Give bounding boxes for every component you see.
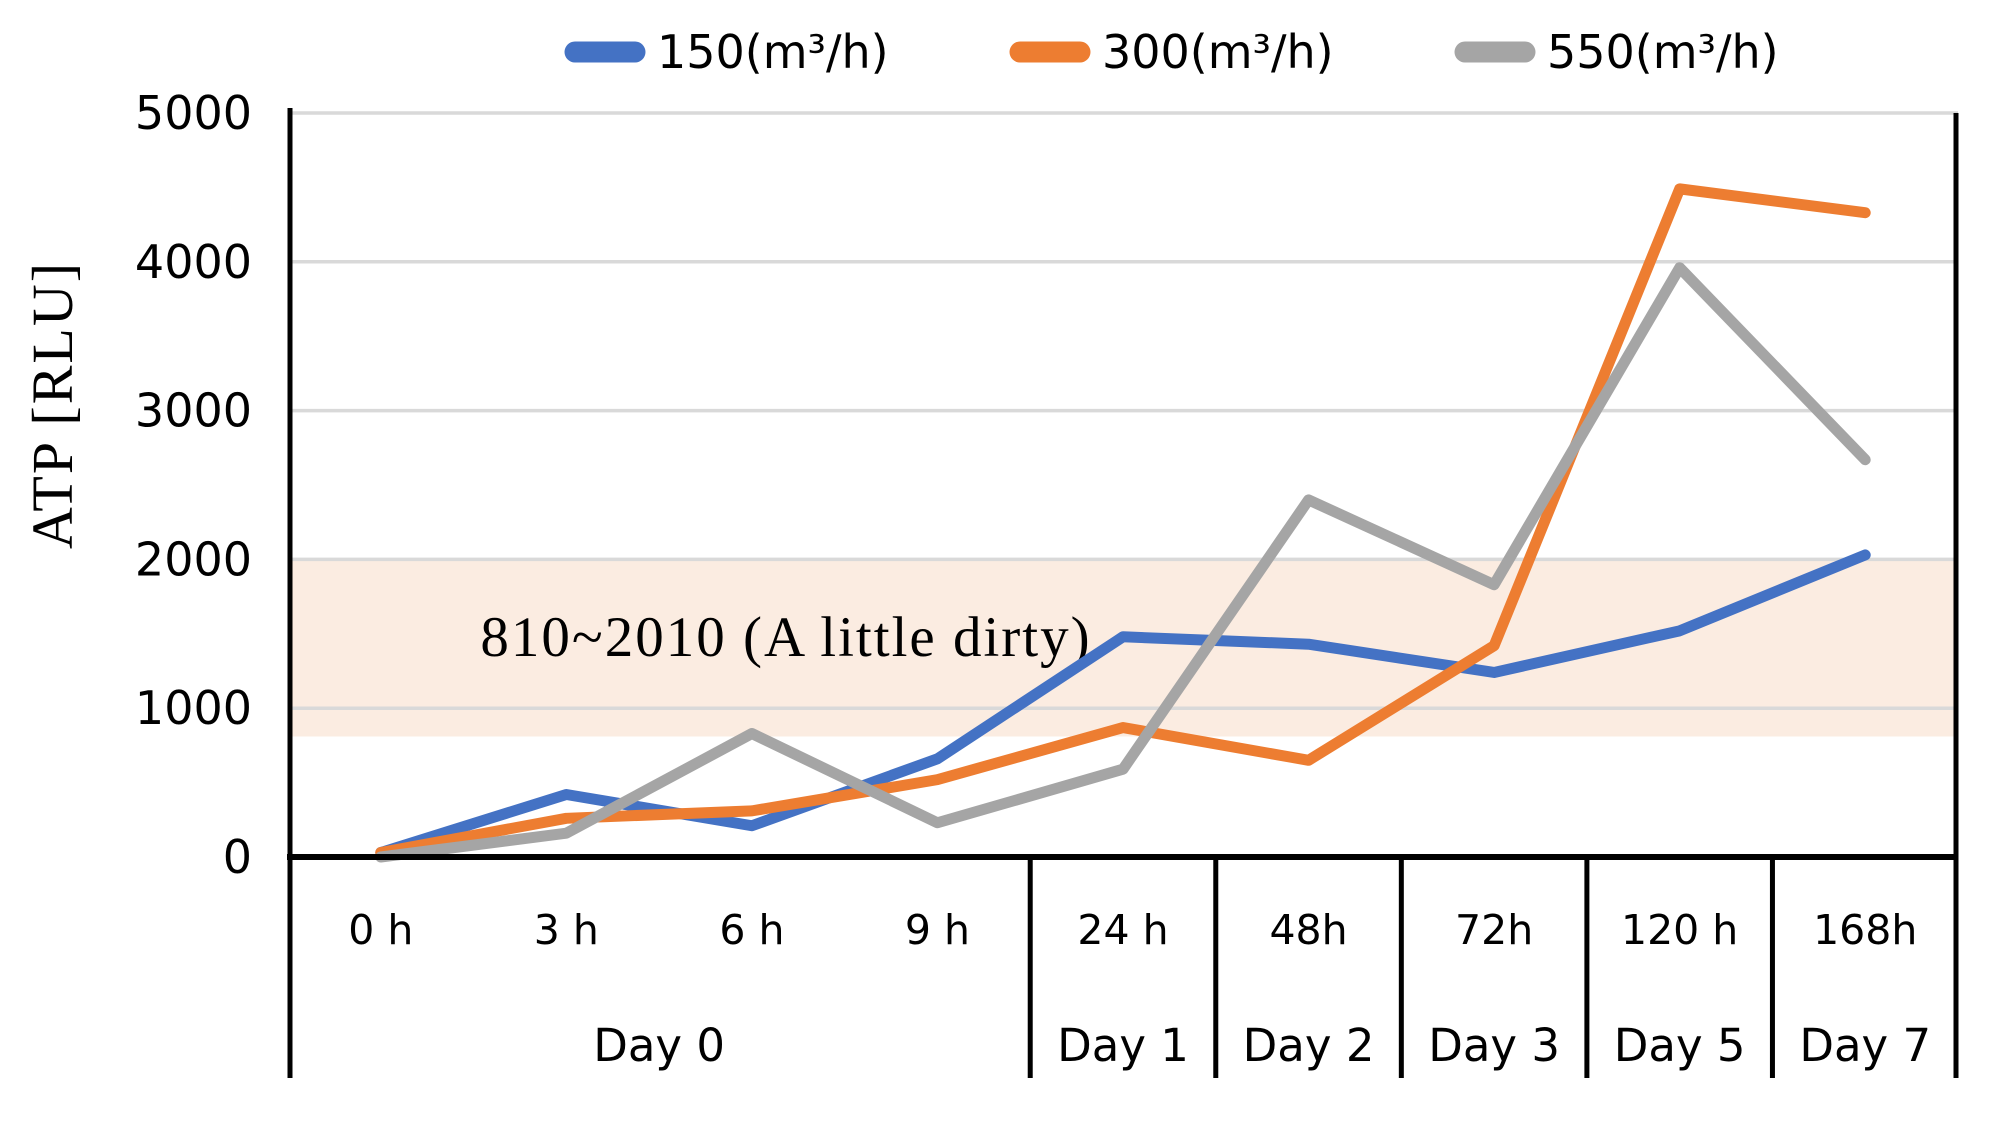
- x-tick-label-7: 72h: [1455, 906, 1533, 954]
- series-line-550: [375, 262, 1871, 863]
- y-tick-label-3000: 3000: [135, 384, 252, 438]
- series-line-300: [375, 183, 1871, 859]
- day-group-label-4: Day 5: [1614, 1019, 1746, 1072]
- x-tick-label-2: 3 h: [534, 906, 599, 954]
- x-tick-label-6: 48h: [1269, 906, 1347, 954]
- day-group-label-5: Day 7: [1799, 1019, 1931, 1072]
- day-group-label-3: Day 3: [1428, 1019, 1560, 1072]
- x-tick-label-5: 24 h: [1077, 906, 1168, 954]
- x-tick-label-4: 9 h: [905, 906, 970, 954]
- legend-label-550: 550(m³/h): [1547, 25, 1779, 79]
- y-tick-label-0: 0: [223, 830, 252, 884]
- day-group-label-2: Day 2: [1243, 1019, 1375, 1072]
- band-annotation-label: 810~2010 (A little dirty): [480, 606, 1091, 669]
- y-tick-label-4000: 4000: [135, 235, 252, 289]
- x-tick-label-1: 0 h: [348, 906, 413, 954]
- legend-label-150: 150(m³/h): [657, 25, 889, 79]
- day-group-label-1: Day 1: [1057, 1019, 1189, 1072]
- legend-label-300: 300(m³/h): [1102, 25, 1334, 79]
- x-tick-label-9: 168h: [1813, 906, 1917, 954]
- y-tick-label-5000: 5000: [135, 86, 252, 140]
- y-tick-label-2000: 2000: [135, 532, 252, 586]
- x-tick-label-8: 120 h: [1621, 906, 1738, 954]
- day-group-label-0: Day 0: [593, 1019, 725, 1072]
- x-tick-label-3: 6 h: [719, 906, 784, 954]
- y-axis-title: ATP [RLU]: [20, 261, 85, 549]
- y-tick-label-1000: 1000: [135, 681, 252, 735]
